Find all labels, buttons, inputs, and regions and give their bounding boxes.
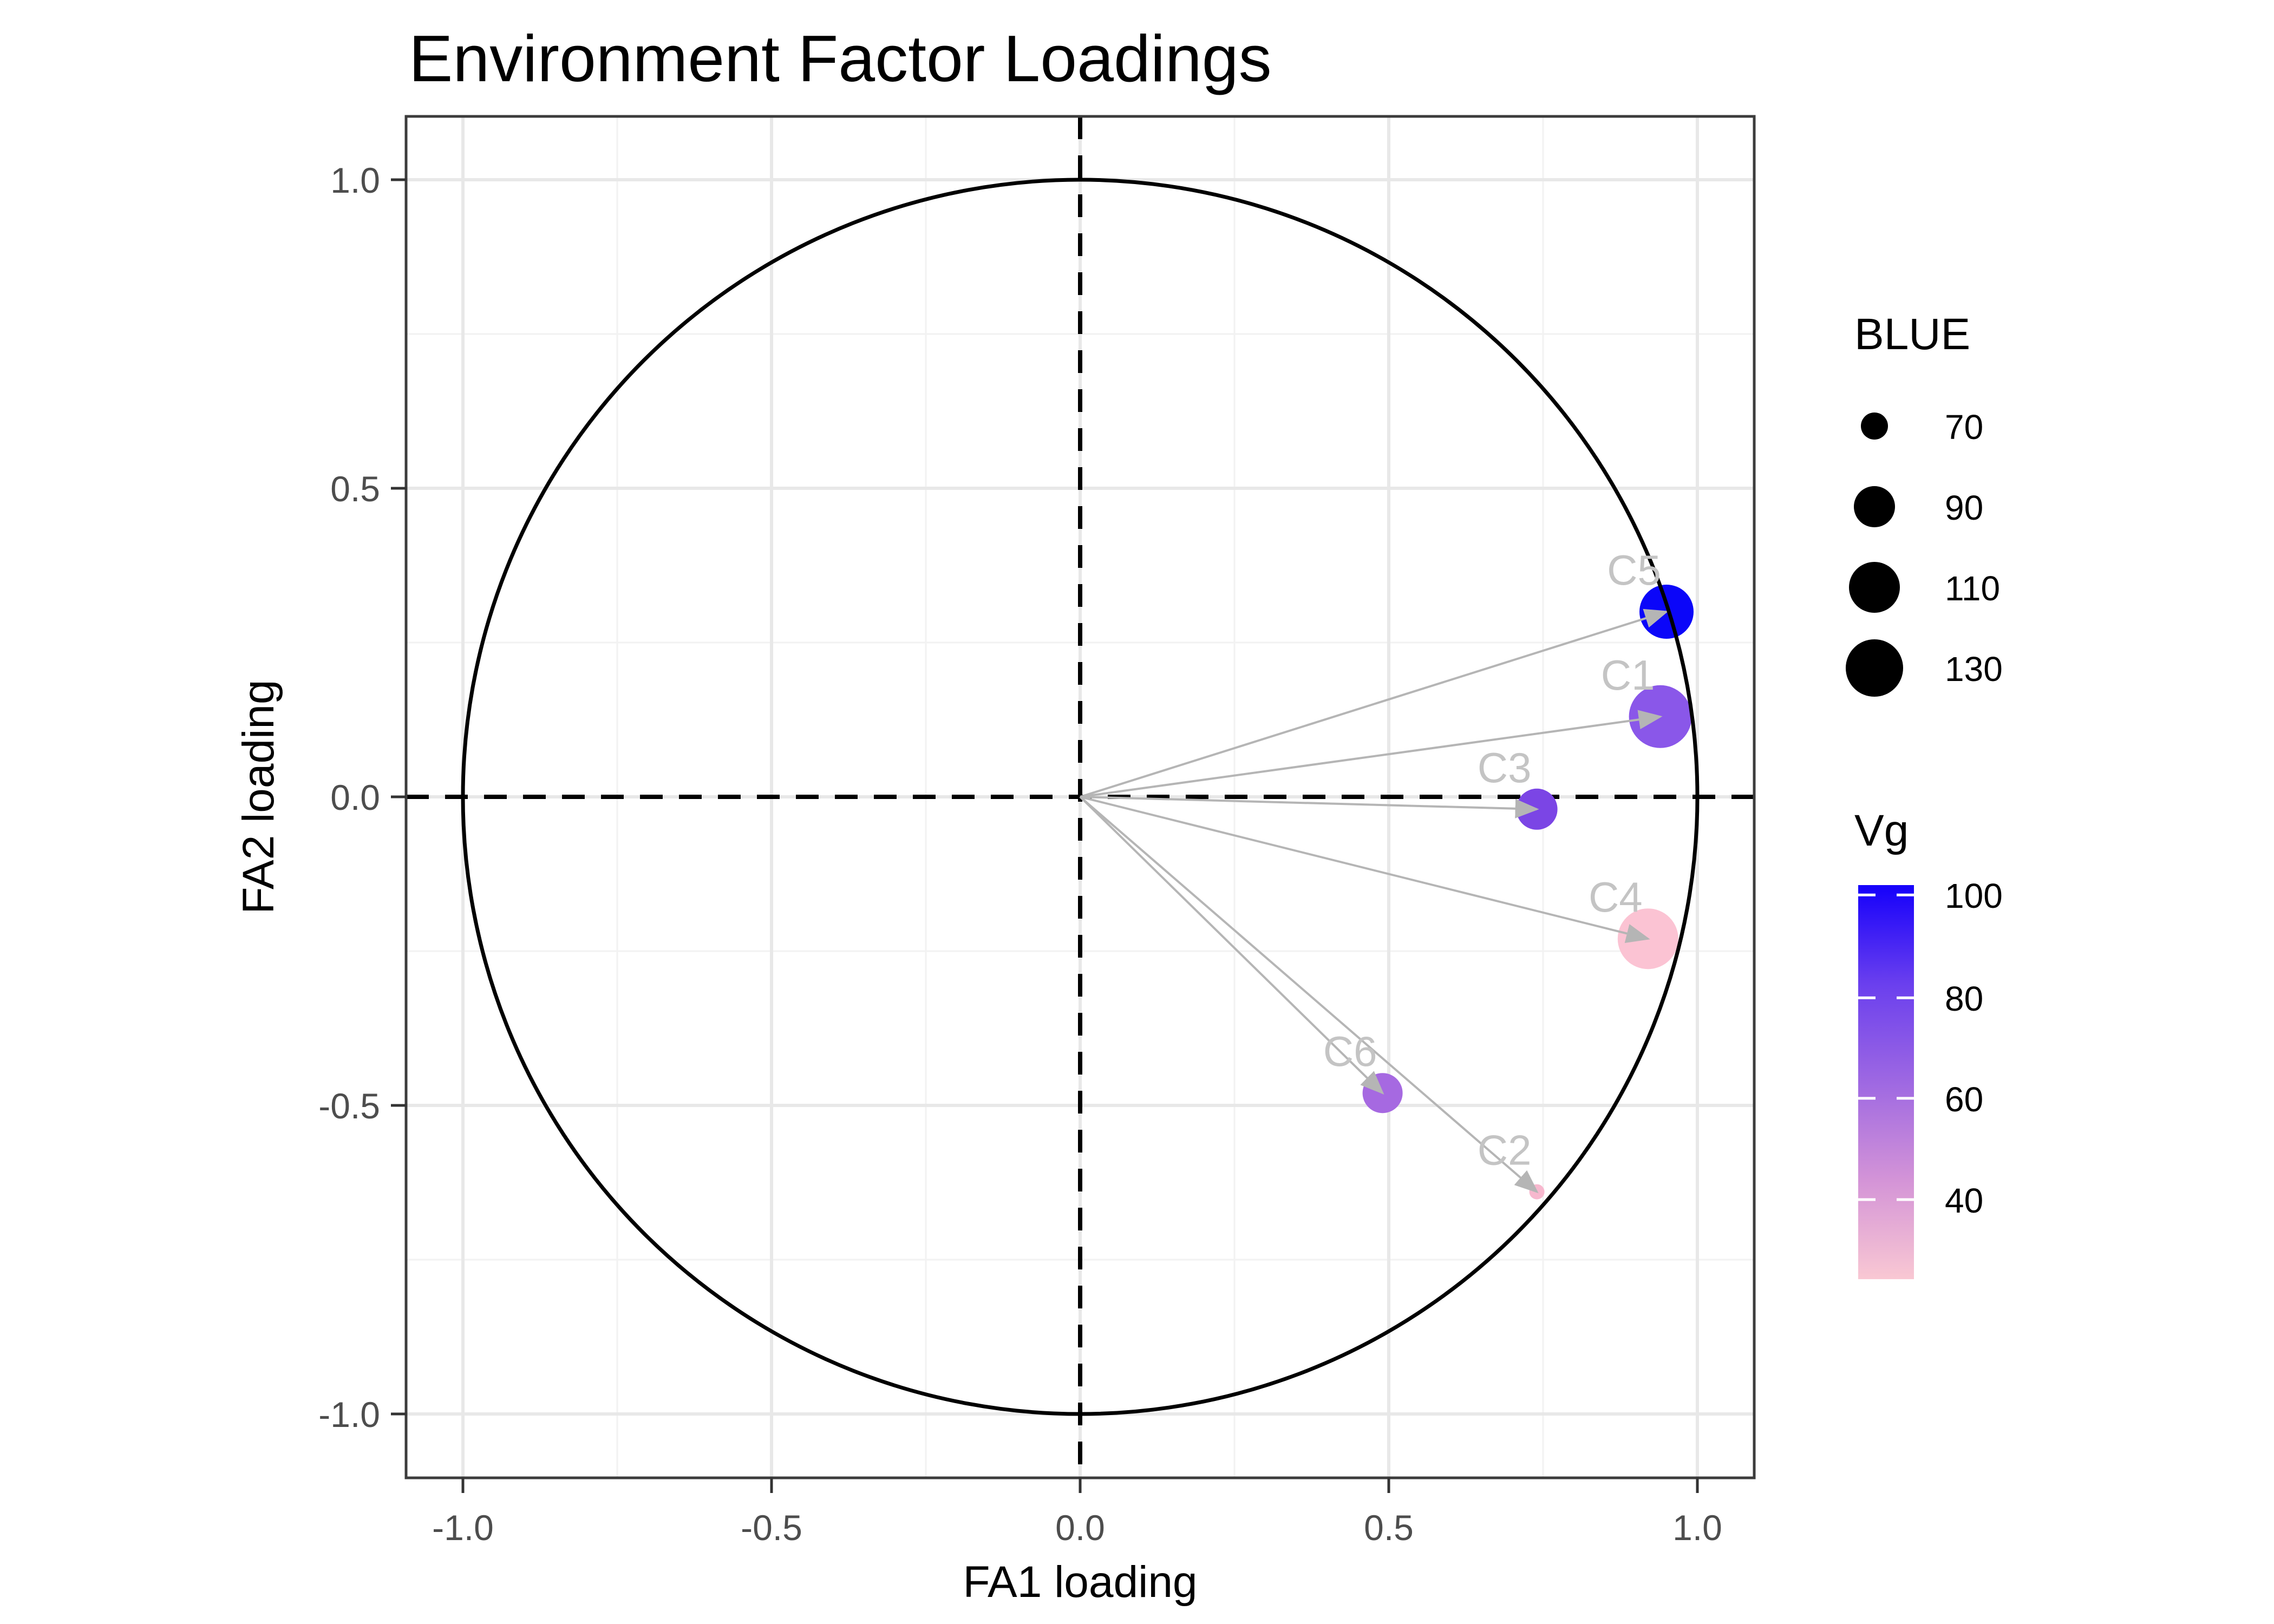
x-axis-title: FA1 loading bbox=[963, 1557, 1197, 1607]
colorbar-label-40: 40 bbox=[1945, 1181, 1983, 1220]
x-axis: -1.0 -0.5 0.0 0.5 1.0 bbox=[432, 1478, 1722, 1548]
y-tick-label: 0.5 bbox=[330, 469, 380, 509]
arrow-C4 bbox=[1080, 796, 1650, 943]
arrow-C1 bbox=[1080, 710, 1663, 798]
color-legend-title: Vg bbox=[1854, 806, 1909, 855]
size-legend-label-130: 130 bbox=[1945, 650, 2003, 689]
colorbar-label-80: 80 bbox=[1945, 979, 1983, 1018]
colorbar-label-60: 60 bbox=[1945, 1080, 1983, 1119]
y-tick-label: -1.0 bbox=[318, 1394, 380, 1435]
size-legend-label-90: 90 bbox=[1945, 488, 1983, 527]
size-legend-title: BLUE bbox=[1854, 310, 1970, 359]
x-tick-label: 0.0 bbox=[1055, 1508, 1105, 1548]
x-tick-label: -0.5 bbox=[741, 1508, 802, 1548]
size-legend: BLUE 70 90 110 130 bbox=[1846, 310, 2003, 697]
point-labels: C1 C2 C3 C4 C5 C6 bbox=[1323, 546, 1661, 1174]
y-tick-label: 0.0 bbox=[330, 777, 380, 817]
arrow-C2 bbox=[1079, 796, 1539, 1194]
color-legend-gradient-bar bbox=[1858, 885, 1914, 1279]
unit-circle-outline bbox=[461, 178, 1700, 1416]
colorbar-label-100: 100 bbox=[1945, 876, 2003, 915]
point-label-C6: C6 bbox=[1323, 1027, 1377, 1075]
arrow-C6 bbox=[1079, 796, 1384, 1095]
size-legend-circle-130 bbox=[1846, 639, 1903, 697]
size-legend-label-110: 110 bbox=[1945, 569, 2000, 608]
y-axis-title: FA2 loading bbox=[234, 679, 283, 914]
size-legend-items: 70 90 110 130 bbox=[1846, 408, 2003, 697]
size-legend-circle-110 bbox=[1849, 562, 1900, 613]
size-legend-circle-70 bbox=[1861, 412, 1888, 440]
point-label-C4: C4 bbox=[1589, 873, 1643, 921]
loading-arrows bbox=[1079, 608, 1669, 1194]
x-tick-label: -1.0 bbox=[432, 1508, 494, 1548]
point-label-C3: C3 bbox=[1478, 744, 1532, 791]
y-axis: 1.0 0.5 0.0 -0.5 -1.0 bbox=[318, 160, 406, 1435]
color-legend-labels: 100 80 60 40 bbox=[1945, 876, 2003, 1220]
size-legend-circle-90 bbox=[1854, 486, 1895, 527]
point-label-C2: C2 bbox=[1478, 1127, 1532, 1174]
unit-circle bbox=[461, 178, 1700, 1416]
y-tick-label: 1.0 bbox=[330, 160, 380, 200]
color-legend: Vg 100 80 60 40 bbox=[1854, 806, 2003, 1279]
color-legend-ticks bbox=[1858, 893, 1914, 1201]
point-label-C1: C1 bbox=[1601, 651, 1655, 699]
arrow-C5 bbox=[1080, 608, 1669, 798]
x-tick-label: 0.5 bbox=[1364, 1508, 1414, 1548]
plot-title: Environment Factor Loadings bbox=[409, 22, 1272, 95]
size-legend-label-70: 70 bbox=[1945, 408, 1983, 447]
arrow-C3 bbox=[1080, 796, 1539, 818]
y-tick-label: -0.5 bbox=[318, 1086, 380, 1126]
x-tick-label: 1.0 bbox=[1672, 1508, 1722, 1548]
point-label-C5: C5 bbox=[1607, 546, 1661, 594]
